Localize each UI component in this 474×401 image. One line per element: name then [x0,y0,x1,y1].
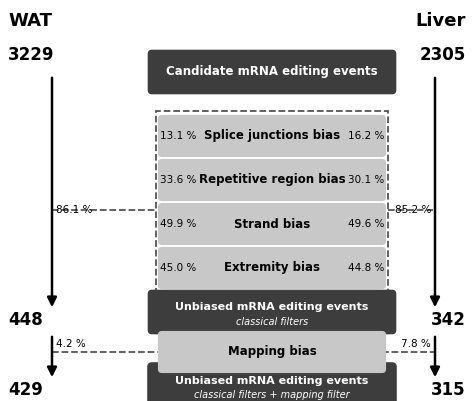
Text: 86.1 %: 86.1 % [56,205,92,215]
Text: Repetitive region bias: Repetitive region bias [199,174,346,186]
Text: 315: 315 [431,381,466,399]
Text: Liver: Liver [416,12,466,30]
FancyBboxPatch shape [158,159,386,201]
Text: Splice junctions bias: Splice junctions bias [204,130,340,142]
Text: Extremity bias: Extremity bias [224,261,320,275]
Text: WAT: WAT [8,12,52,30]
Text: 16.2 %: 16.2 % [347,131,384,141]
Text: Unbiased mRNA editing events: Unbiased mRNA editing events [175,302,369,312]
Text: classical filters: classical filters [236,317,308,327]
Text: Candidate mRNA editing events: Candidate mRNA editing events [166,65,378,79]
Bar [156,111,388,293]
Text: 45.0 %: 45.0 % [160,263,196,273]
FancyBboxPatch shape [158,115,386,157]
Text: 33.6 %: 33.6 % [160,175,196,185]
Text: 2305: 2305 [420,46,466,64]
Text: 85.2 %: 85.2 % [395,205,431,215]
Text: Strand bias: Strand bias [234,217,310,231]
Text: 4.2 %: 4.2 % [56,339,86,349]
Text: 7.8 %: 7.8 % [401,339,431,349]
FancyBboxPatch shape [158,247,386,289]
Text: 30.1 %: 30.1 % [348,175,384,185]
Text: Unbiased mRNA editing events: Unbiased mRNA editing events [175,376,369,386]
Text: classical filters + mapping filter: classical filters + mapping filter [194,390,350,400]
FancyBboxPatch shape [148,50,396,94]
Text: 3229: 3229 [8,46,55,64]
Text: 429: 429 [8,381,43,399]
FancyBboxPatch shape [158,203,386,245]
FancyBboxPatch shape [158,331,386,373]
FancyBboxPatch shape [147,362,397,401]
Text: Mapping bias: Mapping bias [228,346,316,358]
Text: 448: 448 [8,311,43,329]
FancyBboxPatch shape [148,290,396,334]
Text: 342: 342 [431,311,466,329]
Text: 44.8 %: 44.8 % [347,263,384,273]
Text: 49.9 %: 49.9 % [160,219,196,229]
Text: 49.6 %: 49.6 % [347,219,384,229]
Text: 13.1 %: 13.1 % [160,131,196,141]
